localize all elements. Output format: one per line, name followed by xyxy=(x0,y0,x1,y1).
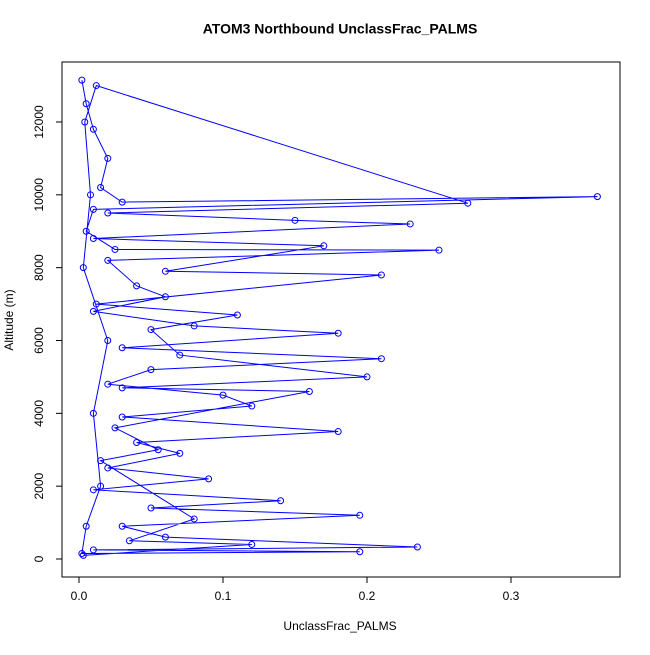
data-point xyxy=(78,550,86,558)
data-point xyxy=(89,125,97,133)
x-tick-label: 0.2 xyxy=(359,589,376,603)
data-line xyxy=(81,80,598,556)
data-point xyxy=(377,355,385,363)
data-point xyxy=(97,482,105,490)
data-point xyxy=(87,191,95,199)
data-point xyxy=(277,497,285,505)
x-tick-label: 0.3 xyxy=(503,589,520,603)
y-tick-label: 8000 xyxy=(32,254,46,281)
data-point xyxy=(89,235,97,243)
data-point xyxy=(89,546,97,554)
data-point xyxy=(104,209,112,217)
data-point xyxy=(435,246,443,254)
data-point xyxy=(147,366,155,374)
x-axis-label: UnclassFrac_PALMS xyxy=(283,619,396,633)
data-point xyxy=(377,271,385,279)
data-point xyxy=(118,522,126,530)
data-point xyxy=(118,413,126,421)
y-tick-label: 4000 xyxy=(32,400,46,427)
data-point xyxy=(147,504,155,512)
data-point xyxy=(190,515,198,523)
data-point xyxy=(89,409,97,417)
data-point xyxy=(161,267,169,275)
data-point xyxy=(89,307,97,315)
data-point xyxy=(205,475,213,483)
data-point xyxy=(161,533,169,541)
data-point xyxy=(219,391,227,399)
data-point xyxy=(79,264,87,272)
data-point xyxy=(593,193,601,201)
data-point xyxy=(305,387,313,395)
data-point xyxy=(248,402,256,410)
y-tick-label: 12000 xyxy=(32,105,46,139)
data-point xyxy=(111,424,119,432)
data-point xyxy=(81,118,89,126)
data-point xyxy=(89,486,97,494)
data-point xyxy=(111,245,119,253)
data-point xyxy=(248,540,256,548)
y-tick-label: 0 xyxy=(32,555,46,562)
data-point xyxy=(118,198,126,206)
data-point xyxy=(133,438,141,446)
data-point xyxy=(125,537,133,545)
data-point xyxy=(104,154,112,162)
data-point xyxy=(291,216,299,224)
data-point xyxy=(92,82,100,90)
data-point xyxy=(413,543,421,551)
data-point xyxy=(82,100,90,108)
data-point xyxy=(356,511,364,519)
data-point xyxy=(133,282,141,290)
data-point xyxy=(104,256,112,264)
data-point xyxy=(104,336,112,344)
data-point xyxy=(118,384,126,392)
x-tick-label: 0.1 xyxy=(215,589,232,603)
data-point xyxy=(104,464,112,472)
data-point xyxy=(334,329,342,337)
data-point xyxy=(154,446,162,454)
x-tick-label: 0.0 xyxy=(71,589,88,603)
y-tick-label: 2000 xyxy=(32,473,46,500)
y-tick-label: 6000 xyxy=(32,327,46,354)
data-point xyxy=(233,311,241,319)
data-point xyxy=(89,205,97,213)
plot-frame xyxy=(61,61,621,578)
chart-title: ATOM3 Northbound UnclassFrac_PALMS xyxy=(203,21,478,37)
data-point xyxy=(320,242,328,250)
data-point xyxy=(97,184,105,192)
data-point xyxy=(190,322,198,330)
data-point xyxy=(118,344,126,352)
data-point xyxy=(176,351,184,359)
data-point xyxy=(363,373,371,381)
data-point xyxy=(406,220,414,228)
y-tick-label: 10000 xyxy=(32,178,46,212)
y-axis-label: Altitude (m) xyxy=(2,289,16,350)
data-point xyxy=(92,300,100,308)
data-point xyxy=(464,199,472,207)
data-point xyxy=(79,551,87,559)
data-point xyxy=(334,428,342,436)
data-point xyxy=(147,326,155,334)
data-point xyxy=(82,227,90,235)
data-point xyxy=(78,76,86,84)
data-point xyxy=(176,449,184,457)
data-point xyxy=(161,293,169,301)
data-point xyxy=(97,457,105,465)
data-point xyxy=(356,548,364,556)
data-point xyxy=(104,380,112,388)
data-point xyxy=(82,522,90,530)
